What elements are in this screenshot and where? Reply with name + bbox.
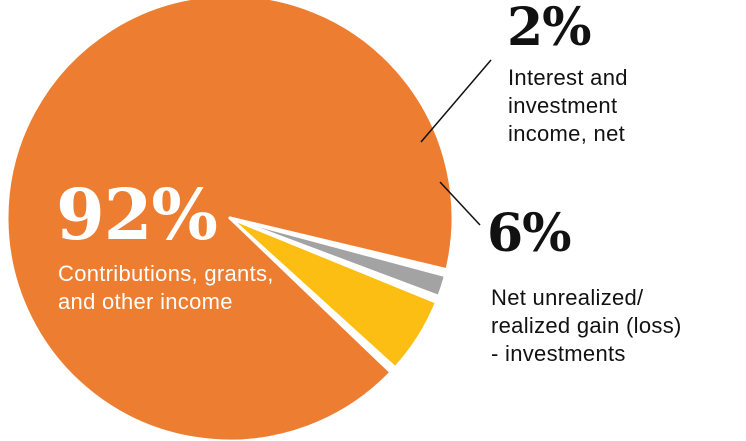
gain-description-line: Net unrealized/ — [491, 285, 644, 310]
pie-slices — [5, 0, 455, 441]
interest-description-line: income, net — [508, 121, 626, 146]
contrib-percent-label: 92% — [56, 173, 218, 256]
slice-contributions — [5, 0, 455, 441]
interest-percent-label: 2% — [507, 0, 592, 58]
contrib-description: Contributions, grants, and other income — [58, 260, 274, 316]
gain-percent-label: 6% — [487, 203, 572, 264]
interest-description: Interest and investment income, net — [508, 64, 628, 148]
interest-description-line: Interest and — [508, 65, 628, 90]
slice-gain — [228, 216, 438, 370]
gain-description-line: realized gain (loss) — [491, 313, 682, 338]
gain-description: Net unrealized/ realized gain (loss) - i… — [491, 284, 682, 368]
leader-line-gain — [439, 181, 481, 226]
interest-description-line: investment — [508, 93, 618, 118]
contrib-description-line: Contributions, grants, — [58, 261, 274, 286]
leader-line-interest — [420, 59, 492, 143]
contrib-description-line: and other income — [58, 289, 233, 314]
gain-description-line: - investments — [491, 341, 626, 366]
slice-interest — [228, 216, 447, 298]
